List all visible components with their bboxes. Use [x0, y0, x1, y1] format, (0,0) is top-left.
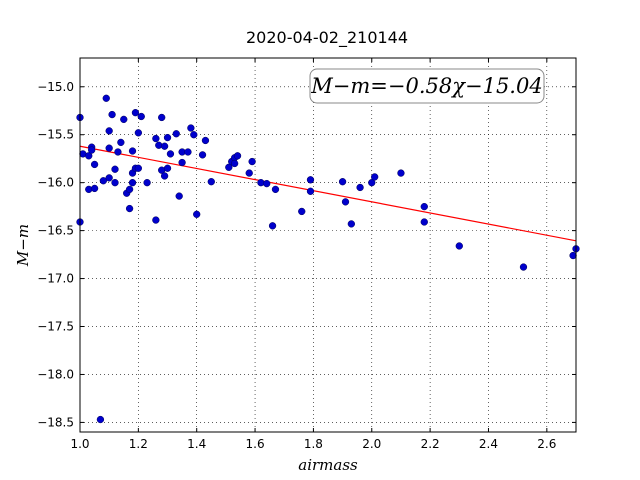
- fit-annotation: M−m=−0.58χ−15.04: [309, 68, 545, 104]
- data-point: [120, 115, 128, 124]
- y-tick-label: −17.0: [37, 272, 74, 286]
- y-tick-label: −18.0: [37, 367, 74, 381]
- data-point: [230, 159, 239, 168]
- data-point: [356, 183, 364, 192]
- data-point: [108, 110, 116, 119]
- data-point: [152, 134, 160, 143]
- y-tick-label: −18.5: [37, 415, 74, 429]
- x-tick-label: 1.6: [246, 437, 265, 451]
- data-point: [263, 179, 271, 188]
- data-point: [225, 163, 233, 171]
- y-tick-label: −15.5: [37, 128, 74, 142]
- data-point: [90, 160, 99, 169]
- data-point: [88, 146, 96, 154]
- plot-frame: [79, 57, 577, 433]
- data-point: [420, 218, 428, 226]
- data-point: [134, 164, 143, 172]
- data-point: [152, 216, 160, 224]
- data-point: [338, 178, 347, 186]
- data-point: [268, 222, 277, 230]
- data-point: [105, 127, 113, 135]
- data-point: [175, 192, 183, 200]
- data-point: [160, 172, 169, 180]
- data-point: [117, 138, 125, 147]
- data-point: [306, 187, 315, 195]
- data-point: [102, 94, 110, 102]
- data-point: [85, 152, 93, 160]
- data-point: [420, 202, 428, 211]
- y-tick-label: −17.5: [37, 320, 74, 334]
- data-point: [160, 142, 169, 150]
- data-point: [166, 150, 175, 158]
- data-point: [397, 169, 405, 177]
- axis-ticks: 1.0 1.2 1.4 1.6 1.8 2.0 2.2 2.4 2.6 −15.0 −15.5 −16…: [37, 58, 576, 451]
- y-tick-label: −16.0: [37, 176, 74, 190]
- x-tick-label: 1.0: [70, 437, 89, 451]
- fit-line-segment: [79, 145, 577, 242]
- data-point: [137, 112, 145, 121]
- x-tick-label: 1.8: [304, 437, 323, 451]
- x-tick-label: 2.4: [479, 437, 498, 451]
- data-point: [99, 177, 107, 185]
- data-point: [111, 165, 119, 173]
- data-point: [201, 136, 210, 145]
- x-tick-label: 2.2: [421, 437, 440, 451]
- data-point: [178, 158, 186, 167]
- y-tick-label: −15.0: [37, 80, 74, 94]
- data-point: [111, 179, 119, 187]
- data-point: [248, 157, 256, 166]
- fit-annotation-box: [309, 68, 545, 104]
- data-point: [125, 204, 134, 213]
- data-point: [569, 251, 577, 260]
- data-point: [371, 173, 379, 181]
- data-point: [128, 179, 137, 187]
- data-point: [172, 130, 180, 138]
- data-point: [306, 176, 315, 184]
- data-point: [105, 144, 113, 152]
- data-point: [271, 185, 280, 194]
- data-point: [184, 148, 192, 156]
- data-point: [143, 179, 151, 187]
- data-point: [190, 131, 198, 139]
- data-point: [125, 185, 134, 194]
- y-axis-label: M−m: [14, 224, 32, 267]
- data-point: [134, 129, 143, 137]
- data-point: [245, 169, 253, 177]
- fit-line: [79, 145, 577, 242]
- data-point: [131, 109, 140, 117]
- data-point: [193, 210, 201, 218]
- x-axis-label: airmass: [298, 456, 358, 474]
- data-point: [128, 147, 137, 155]
- data-point: [233, 152, 242, 160]
- data-point: [163, 133, 172, 142]
- data-point: [455, 242, 463, 250]
- y-tick-label: −16.5: [37, 224, 74, 238]
- x-tick-label: 2.0: [362, 437, 381, 451]
- data-point: [207, 178, 215, 186]
- data-point: [114, 148, 122, 156]
- data-point: [341, 198, 350, 206]
- chart-title: 2020-04-02_210144: [246, 28, 408, 48]
- data-point: [158, 113, 166, 122]
- data-point: [163, 164, 172, 172]
- x-tick-label: 1.4: [187, 437, 206, 451]
- data-point: [198, 151, 207, 159]
- data-point: [105, 174, 113, 182]
- scatter-points: [76, 94, 580, 424]
- data-point: [368, 179, 376, 187]
- data-point: [347, 220, 355, 228]
- x-tick-label: 1.2: [129, 437, 148, 451]
- data-point: [96, 415, 105, 424]
- x-tick-label: 2.6: [537, 437, 556, 451]
- data-point: [519, 263, 528, 271]
- data-point: [90, 184, 99, 193]
- fit-annotation-text: M−m=−0.58χ−15.04: [310, 74, 542, 98]
- data-point: [187, 124, 195, 132]
- data-point: [298, 207, 306, 216]
